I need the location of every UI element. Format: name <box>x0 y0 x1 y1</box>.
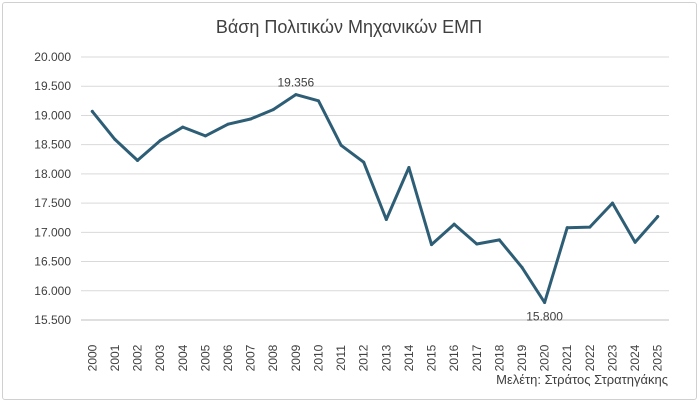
x-tick-label: 2020 <box>538 344 552 371</box>
chart-title: Βάση Πολιτικών Μηχανικών ΕΜΠ <box>216 17 482 37</box>
data-point <box>294 93 298 97</box>
x-tick-label: 2005 <box>198 344 212 371</box>
x-tick-label: 2024 <box>628 344 642 371</box>
x-tick-label: 2007 <box>244 344 258 371</box>
data-point <box>520 265 524 269</box>
gridlines <box>81 56 669 292</box>
series-line <box>90 93 660 304</box>
data-point <box>497 238 501 242</box>
data-point <box>339 143 343 147</box>
x-tick-label: 2021 <box>560 344 574 371</box>
x-tick-label: 2008 <box>266 344 280 371</box>
x-tick-label: 2017 <box>470 344 484 371</box>
series-group <box>90 93 660 304</box>
x-tick-label: 2011 <box>334 345 348 371</box>
data-point <box>430 243 434 247</box>
x-axis-ticks: 2000 2001 2002 2003 2004 2005 2006 2007 2008 2009… <box>85 344 664 371</box>
x-tick-label: 2022 <box>583 344 597 371</box>
data-point <box>203 134 207 138</box>
x-tick-label: 2013 <box>379 344 393 371</box>
data-point <box>452 222 456 226</box>
data-point <box>610 201 614 205</box>
data-point <box>249 117 253 121</box>
x-tick-label: 2003 <box>153 344 167 371</box>
y-axis-ticks: 15.500 16.000 16.500 17.000 17.500 18.000 18.5… <box>34 50 71 327</box>
x-tick-label: 2000 <box>85 344 99 371</box>
y-tick-label: 19.500 <box>34 79 71 93</box>
data-point <box>271 108 275 112</box>
data-point <box>181 125 185 129</box>
data-label: 15.800 <box>526 309 563 323</box>
x-tick-label: 2025 <box>651 344 665 371</box>
y-tick-label: 18.000 <box>34 167 71 181</box>
y-tick-label: 17.500 <box>34 196 71 210</box>
x-tick-label: 2019 <box>515 344 529 371</box>
x-tick-label: 2004 <box>176 344 190 371</box>
x-tick-label: 2023 <box>605 344 619 371</box>
data-point <box>136 158 140 162</box>
x-tick-label: 2012 <box>357 344 371 371</box>
data-label: 19.356 <box>277 76 314 90</box>
x-tick-label: 2015 <box>425 344 439 371</box>
x-tick-label: 2009 <box>289 344 303 371</box>
y-tick-label: 16.500 <box>34 255 71 269</box>
data-point <box>90 109 94 113</box>
y-tick-label: 15.500 <box>34 313 71 327</box>
x-tick-label: 2001 <box>108 344 122 371</box>
data-point <box>656 215 660 219</box>
credit-text: Μελέτη: Στράτος Στρατηγάκης <box>496 372 668 387</box>
y-tick-label: 20.000 <box>34 50 71 64</box>
x-tick-label: 2016 <box>447 344 461 371</box>
data-point <box>633 240 637 244</box>
x-tick-label: 2002 <box>131 344 145 371</box>
data-point <box>226 122 230 126</box>
x-tick-label: 2018 <box>492 344 506 371</box>
y-tick-label: 16.000 <box>34 284 71 298</box>
x-tick-label: 2006 <box>221 344 235 371</box>
data-point <box>384 217 388 221</box>
data-point <box>407 165 411 169</box>
data-point <box>565 226 569 230</box>
x-tick-label: 2010 <box>311 344 325 371</box>
x-tick-label: 2014 <box>402 344 416 371</box>
data-point <box>475 242 479 246</box>
data-point <box>113 137 117 141</box>
data-point <box>362 160 366 164</box>
y-tick-label: 17.000 <box>34 225 71 239</box>
data-point <box>158 139 162 143</box>
y-tick-label: 18.500 <box>34 138 71 152</box>
data-point <box>316 99 320 103</box>
data-point <box>588 225 592 229</box>
y-tick-label: 19.000 <box>34 108 71 122</box>
data-point <box>543 300 547 304</box>
data-labels: 19.356 15.800 <box>277 76 563 324</box>
